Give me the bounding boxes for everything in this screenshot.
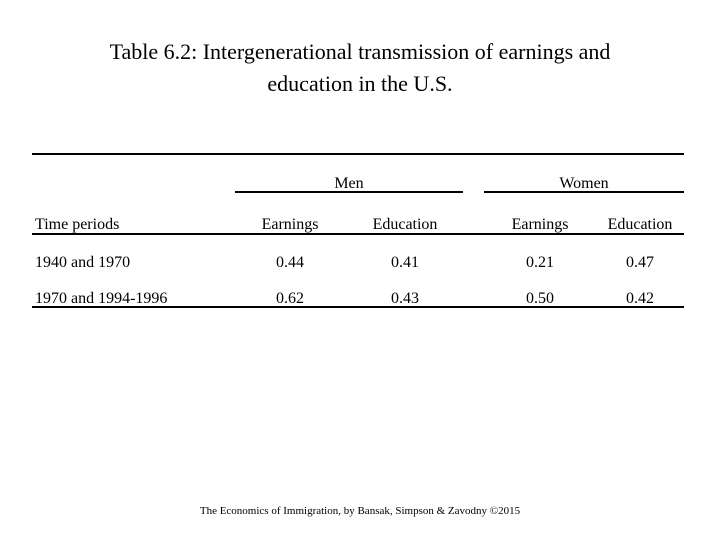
column-header-women-earnings: Earnings: [511, 216, 569, 233]
group-header-men: Men: [334, 175, 364, 192]
cell-men-earnings: 0.62: [276, 290, 304, 307]
cell-women-earnings: 0.50: [526, 290, 554, 307]
column-header-men-education: Education: [372, 216, 438, 233]
page-title: Table 6.2: Intergenerational transmissio…: [40, 36, 680, 100]
cell-men-education: 0.43: [391, 290, 419, 307]
row-header-time-periods: Time periods: [35, 216, 120, 233]
group-header-women: Women: [559, 175, 609, 192]
cell-women-education: 0.47: [626, 254, 654, 271]
cell-men-earnings: 0.44: [276, 254, 304, 271]
title-line-1: Table 6.2: Intergenerational transmissio…: [109, 39, 611, 64]
title-line-2: education in the U.S.: [267, 71, 453, 96]
table-top-rule: [32, 153, 684, 155]
table-bottom-rule: [32, 306, 684, 308]
women-group-rule: [484, 191, 684, 193]
cell-men-education: 0.41: [391, 254, 419, 271]
footer-citation: The Economics of Immigration, by Bansak,…: [199, 505, 521, 517]
men-group-rule: [235, 191, 463, 193]
column-header-men-earnings: Earnings: [261, 216, 319, 233]
row-label: 1970 and 1994-1996: [35, 290, 168, 307]
cell-women-earnings: 0.21: [526, 254, 554, 271]
row-label: 1940 and 1970: [35, 254, 131, 271]
header-bottom-rule: [32, 233, 684, 235]
column-header-women-education: Education: [607, 216, 673, 233]
cell-women-education: 0.42: [626, 290, 654, 307]
